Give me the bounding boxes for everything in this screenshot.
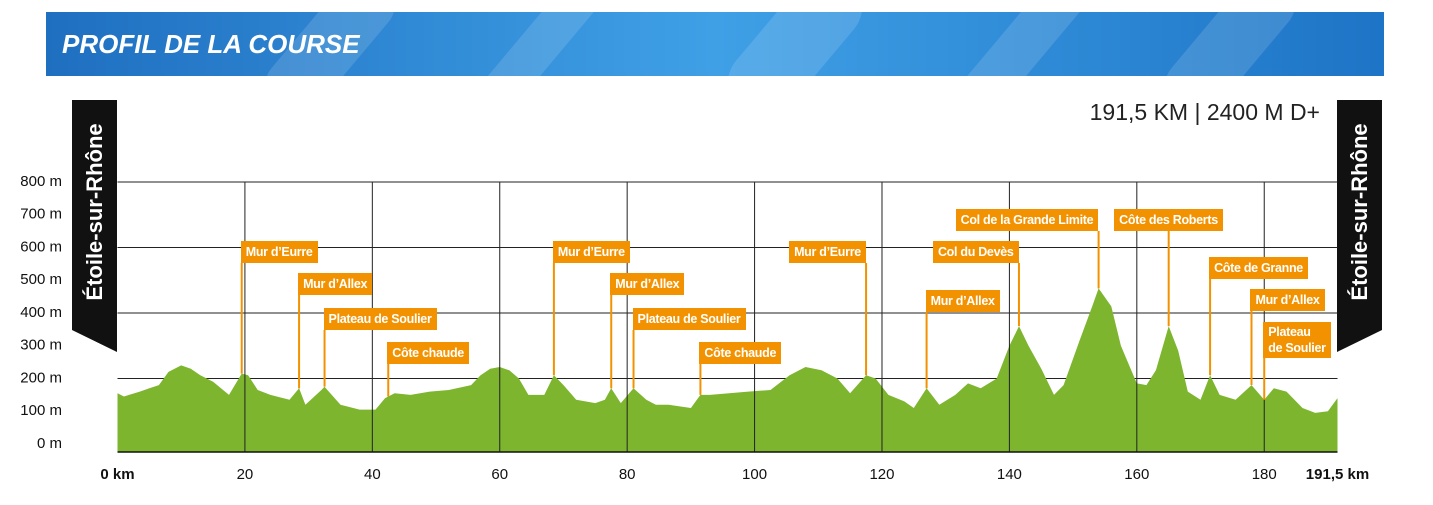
climb-label: Mur d’Allex: [925, 290, 1000, 312]
x-tick-label: 140: [997, 466, 1022, 483]
x-tick-label: 80: [619, 466, 636, 483]
climb-label: Plateau de Soulier: [632, 308, 746, 330]
x-tick-label: 191,5 km: [1306, 466, 1369, 483]
climb-label: Plateau de Soulier: [323, 308, 437, 330]
start-label: Étoile-sur-Rhône: [82, 123, 107, 300]
x-tick-label: 160: [1124, 466, 1149, 483]
y-tick-label: 300 m: [20, 337, 62, 354]
plot: 0 m 100 m 200 m 300 m 400 m 500 m 600 m 700 m 80…: [20, 173, 1369, 483]
y-tick-label: 0 m: [37, 435, 62, 452]
climb-label: Côte chaude: [387, 342, 469, 364]
x-tick-label: 0 km: [100, 466, 134, 483]
climb-label: Col de la Grande Limite: [955, 209, 1099, 231]
y-tick-label: 700 m: [20, 206, 62, 223]
climb-label: Mur d’Allex: [610, 273, 685, 295]
x-tick-label: 20: [237, 466, 254, 483]
climb-label: Mur d’Eurre: [789, 241, 866, 263]
climb-label: Col du Devès: [932, 241, 1019, 263]
y-tick-label: 100 m: [20, 402, 62, 419]
chart-title: PROFIL DE LA COURSE: [62, 29, 360, 59]
x-tick-label: 180: [1252, 466, 1277, 483]
x-tick-label: 120: [869, 466, 894, 483]
y-tick-label: 600 m: [20, 238, 62, 255]
x-tick-label: 40: [364, 466, 381, 483]
climb-label: Mur d’Allex: [1250, 289, 1325, 311]
finish-label: Étoile-sur-Rhône: [1347, 123, 1372, 300]
subtitle: 191,5 KM | 2400 M D+: [1090, 99, 1320, 125]
climb-label: Côte de Granne: [1209, 257, 1308, 279]
climb-label: Côte des Roberts: [1114, 209, 1223, 231]
x-tick-label: 100: [742, 466, 767, 483]
y-tick-label: 800 m: [20, 173, 62, 190]
climb-label: Mur d’Eurre: [240, 241, 318, 263]
y-tick-label: 400 m: [20, 304, 62, 321]
elevation-area: [117, 288, 1338, 452]
climb-label: Plateau de Soulier: [1263, 322, 1332, 358]
y-tick-label: 500 m: [20, 271, 62, 288]
start-banner: [72, 100, 117, 352]
climb-label: Mur d’Allex: [298, 273, 373, 295]
climb-label: Mur d’Eurre: [552, 241, 630, 263]
y-tick-label: 200 m: [20, 369, 62, 386]
finish-banner: [1337, 100, 1382, 352]
x-tick-label: 60: [491, 466, 508, 483]
climb-label: Côte chaude: [699, 342, 782, 364]
header-banner: PROFIL DE LA COURSE: [46, 12, 1384, 76]
